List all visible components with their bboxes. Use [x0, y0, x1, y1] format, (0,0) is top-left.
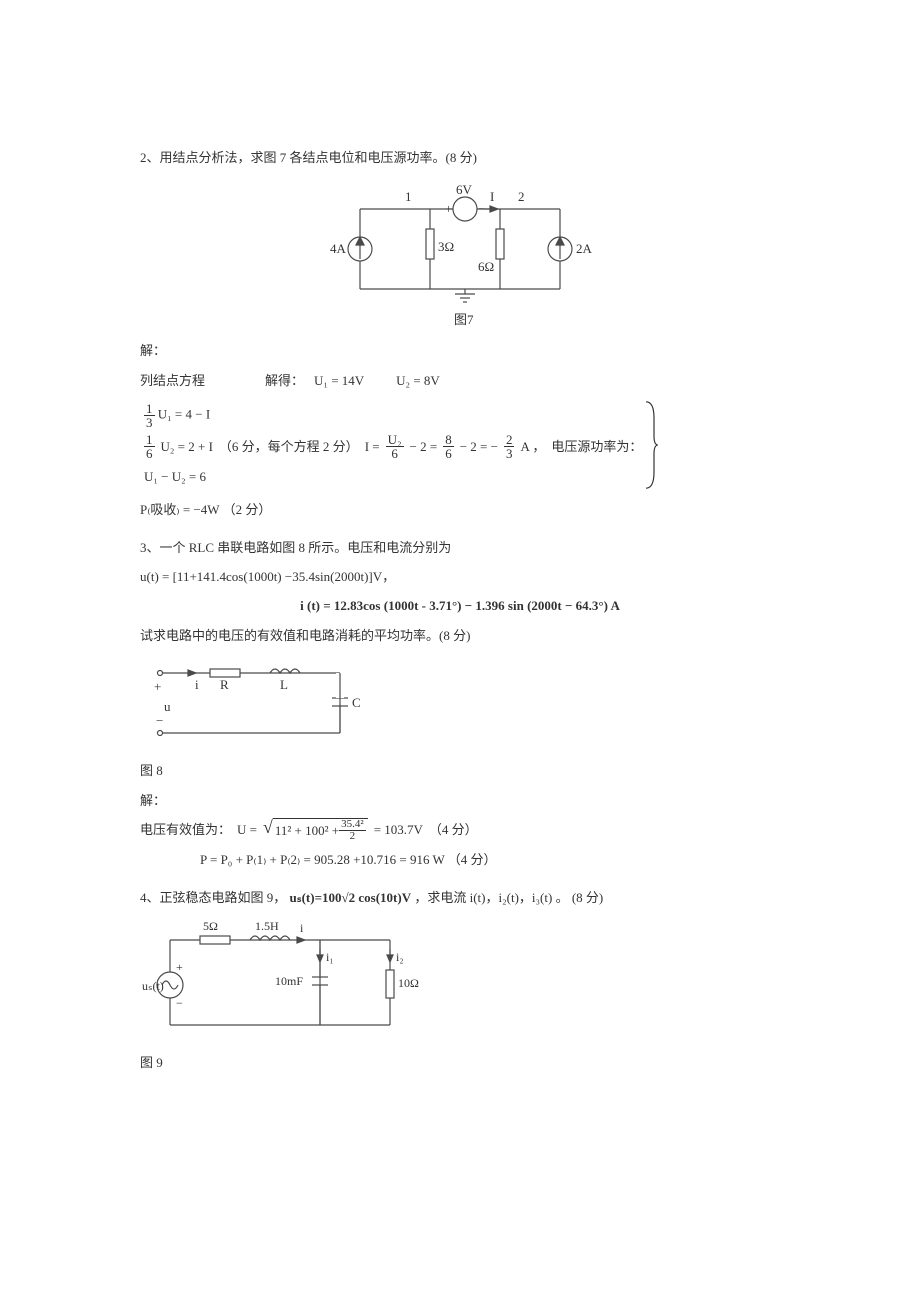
- fig9-us: uₛ(t): [142, 979, 164, 993]
- q2-if2d: 6: [443, 447, 454, 460]
- q3-u-tail: = 103.7V: [374, 818, 423, 841]
- q2-sol-label: 解：: [140, 339, 780, 362]
- q2-if2n: 8: [443, 433, 454, 447]
- fig7-plus: +: [445, 201, 452, 216]
- fig9-r: 5Ω: [203, 919, 218, 933]
- q2-if3n: 2: [504, 433, 515, 447]
- q2-i-mid2: − 2 = −: [460, 435, 498, 458]
- q2-i-tail: A ，: [520, 435, 545, 458]
- fig7-node1: 1: [405, 189, 412, 204]
- q2-brace: [642, 400, 660, 490]
- q4-title-head: 4、正弦稳态电路如图 9，: [140, 890, 286, 905]
- fig7-3ohm: 3Ω: [438, 239, 454, 254]
- q2-u2: U₂ = 8V: [396, 369, 440, 392]
- fig9-i2: i₂: [396, 950, 404, 964]
- fig9-minus: −: [176, 996, 183, 1010]
- q4-i-list: i(t)，i₂(t)，i₃(t): [470, 890, 553, 905]
- q2-eq3: U₁ − U₂ = 6: [144, 465, 642, 488]
- q3-prompt: 试求电路中的电压的有效值和电路消耗的平均功率。(8 分): [140, 624, 780, 647]
- fig9-i: i: [300, 921, 304, 935]
- q4-us-eq: uₛ(t)=100√2 cos(10t)V: [290, 890, 412, 905]
- fig8-r: R: [220, 677, 229, 692]
- q2-solved-label: 解得：: [265, 369, 304, 392]
- q3-sqrt-body: 11² + 100² +: [275, 819, 339, 842]
- fig8-circuit: + − i R L u C: [140, 653, 370, 753]
- fig9-c: 10mF: [275, 974, 303, 988]
- q3-sqrt-fd: 2: [339, 831, 366, 842]
- q3-it: i (t) = 12.83cos (1000t - 3.71°) − 1.396…: [140, 594, 780, 617]
- q2-eq-system: 13 U₁ = 4 − I 16 U₂ = 2 + I （6 分，每个方程 2 …: [140, 400, 780, 490]
- fig8-container: + − i R L u C: [140, 653, 780, 753]
- fig7-node2: 2: [518, 189, 525, 204]
- q4-title-mid: ，求电流: [414, 890, 466, 905]
- q2-eq1-rest: U₁ = 4 − I: [158, 407, 210, 422]
- q4-title-tail: 。 (8 分): [556, 890, 604, 905]
- fig7-container: 1 2 6V + − I 4A 3Ω 6Ω 2A 图7: [140, 179, 780, 329]
- q3-p-score: （4 分）: [448, 852, 497, 867]
- fig8-i: i: [195, 677, 199, 692]
- fig7-6ohm: 6Ω: [478, 259, 494, 274]
- q2-if3d: 3: [504, 447, 515, 460]
- q2-u1: U₁ = 14V: [314, 369, 364, 392]
- q2-i-lhs: I =: [365, 435, 380, 458]
- q3-u-head: U =: [237, 818, 257, 841]
- q2-score-note: （6 分，每个方程 2 分）: [219, 435, 359, 458]
- fig7-4a: 4A: [330, 241, 347, 256]
- q2-p-score: （2 分）: [223, 502, 272, 517]
- fig8-l: L: [280, 677, 288, 692]
- fig8-u: u: [164, 699, 171, 714]
- q2-if1d: 6: [386, 447, 404, 460]
- fig7-label: 图7: [454, 312, 474, 327]
- fig9-container: 5Ω 1.5H i i₁ i₂ 10mF 10Ω uₛ(t) + −: [140, 915, 780, 1045]
- fig8-c: C: [352, 695, 361, 710]
- fig8-minus: −: [156, 713, 163, 728]
- q2-eq2-num: 1: [144, 433, 155, 447]
- q3-sol-label: 解：: [140, 789, 780, 812]
- q3-u-label: 电压有效值为：: [140, 818, 231, 841]
- q2-nodal-label: 列结点方程: [140, 369, 205, 392]
- q2-i-mid: − 2 =: [410, 435, 438, 458]
- q2-eq1-num: 1: [144, 402, 155, 416]
- q3-p-eq: P = P₀ + P₍1₎ + P₍2₎ = 905.28 +10.716 = …: [200, 852, 445, 867]
- fig7-6v: 6V: [456, 182, 473, 197]
- q2-p-eq: P₍吸收₎ = −4W: [140, 502, 219, 517]
- fig7-minus: −: [478, 201, 485, 216]
- fig7-circuit: 1 2 6V + − I 4A 3Ω 6Ω 2A 图7: [320, 179, 600, 329]
- q2-if1n: U₂: [386, 433, 404, 447]
- fig7-I: I: [490, 189, 494, 204]
- sqrt-icon: √: [263, 818, 273, 836]
- q2-title: 2、用结点分析法，求图 7 各结点电位和电压源功率。(8 分): [140, 146, 780, 169]
- q3-title: 3、一个 RLC 串联电路如图 8 所示。电压和电流分别为: [140, 536, 780, 559]
- q2-eq2-rest: U₂ = 2 + I: [161, 435, 213, 458]
- fig9-circuit: 5Ω 1.5H i i₁ i₂ 10mF 10Ω uₛ(t) + −: [140, 915, 420, 1045]
- fig9-r2: 10Ω: [398, 976, 419, 990]
- fig7-2a: 2A: [576, 241, 593, 256]
- fig8-plus: +: [154, 679, 161, 694]
- q2-eq1-den: 3: [144, 416, 155, 429]
- fig9-plus: +: [176, 960, 183, 974]
- fig9-label: 图 9: [140, 1051, 780, 1074]
- q3-ut: u(t) = [11+141.4cos(1000t) −35.4sin(2000…: [140, 565, 780, 588]
- q3-u-score: （4 分）: [429, 818, 478, 841]
- fig9-i1: i₁: [326, 950, 334, 964]
- q2-eq2-den: 6: [144, 447, 155, 460]
- fig9-l: 1.5H: [255, 919, 279, 933]
- q2-pwr-label: 电压源功率为：: [551, 435, 642, 458]
- fig8-label: 图 8: [140, 759, 780, 782]
